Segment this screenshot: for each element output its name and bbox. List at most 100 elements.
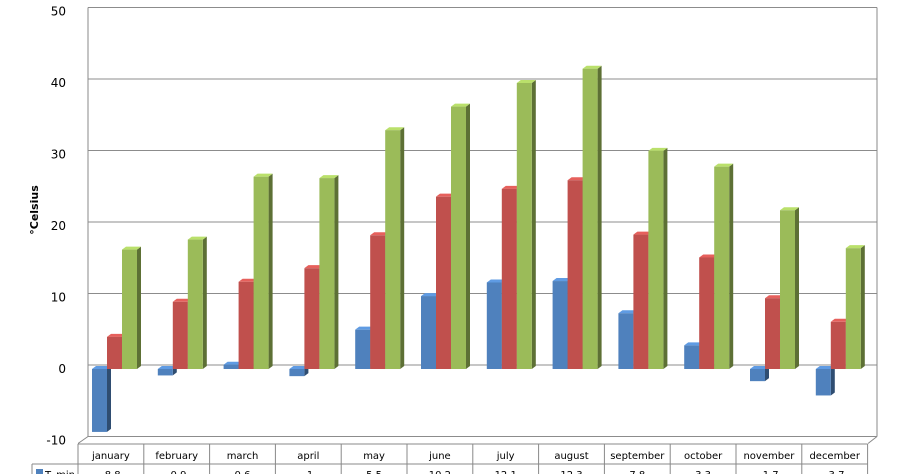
bar-top [92, 366, 111, 369]
bar-front [699, 257, 715, 369]
bar-front [633, 234, 649, 369]
y-tick-label: 50 [51, 5, 66, 19]
y-tick-label: 40 [51, 76, 66, 90]
bar [253, 173, 273, 369]
bar-front [187, 239, 203, 369]
bar-front [618, 313, 634, 369]
category-label: october [684, 451, 723, 462]
bar-front [552, 281, 568, 369]
bar-top [289, 366, 309, 369]
bar-top [648, 147, 668, 151]
table-cell: 0.6 [235, 470, 251, 474]
table-cell: 10.2 [429, 470, 451, 474]
bar [187, 236, 207, 369]
bar [319, 175, 339, 369]
bar-top [187, 236, 207, 240]
category-label: september [610, 451, 665, 462]
bar-front [385, 130, 401, 369]
bar-top [699, 254, 719, 258]
bar-side [860, 245, 865, 369]
bar-top [780, 207, 799, 211]
bar-side [334, 175, 339, 369]
table-cell: 5.5 [366, 470, 382, 474]
bar-top [750, 366, 769, 369]
bar-front [304, 268, 320, 369]
bar [845, 245, 865, 369]
bar-side [268, 173, 273, 369]
bar-side [729, 163, 734, 369]
bar-front [501, 188, 517, 369]
category-label: march [227, 451, 259, 462]
category-label: may [363, 451, 385, 462]
bar-front [157, 369, 173, 376]
bars [92, 65, 865, 432]
bar-front [355, 329, 371, 369]
bar-top [765, 295, 784, 299]
bar [516, 80, 536, 369]
bar-front [516, 83, 532, 369]
bar-front [370, 235, 386, 369]
bar-front [845, 248, 861, 369]
bar [815, 366, 835, 396]
bar-side [830, 366, 835, 396]
bar-front [830, 321, 846, 369]
bar-top [552, 278, 572, 282]
y-tick-label: 30 [51, 148, 66, 162]
category-label: december [809, 451, 860, 462]
bar [582, 65, 602, 369]
bar [122, 246, 141, 369]
bar-top [516, 80, 536, 83]
bar-top [385, 127, 405, 131]
table-cell: 7.8 [629, 470, 645, 474]
bar-top [319, 175, 339, 179]
bar-front [107, 336, 122, 369]
bar-top [830, 318, 850, 322]
bar-front [289, 369, 305, 377]
bar [385, 127, 405, 369]
floor-edge [77, 436, 89, 444]
bar-top [486, 279, 506, 283]
bar-front [815, 369, 831, 396]
bar-side [107, 366, 111, 432]
bar-side [597, 65, 602, 369]
bar-front [421, 296, 436, 369]
category-label: january [91, 451, 130, 462]
bar-top [436, 193, 455, 197]
bar-front [684, 345, 700, 369]
bar-top [845, 245, 865, 249]
table-cell: 12.1 [495, 470, 517, 474]
table-cell: 3.3 [695, 470, 711, 474]
bar-front [486, 282, 502, 369]
bar-top [451, 103, 470, 107]
category-label: april [297, 451, 319, 462]
bar-side [400, 127, 405, 369]
category-label: june [428, 451, 451, 462]
category-label: july [496, 451, 515, 462]
bar [92, 366, 111, 432]
bar-top [421, 293, 440, 297]
bar-front [172, 301, 188, 369]
bar-top [633, 231, 653, 235]
bar-top [223, 361, 243, 365]
bar-top [684, 342, 704, 346]
bar-side [663, 147, 668, 369]
bar-front [92, 369, 107, 432]
bar-side [795, 207, 799, 369]
bar-front [750, 369, 765, 382]
bar-front [319, 178, 335, 369]
table-cell: -1.7 [759, 470, 779, 474]
category-label: august [554, 451, 588, 462]
floor-edge-right [867, 436, 878, 444]
legend-label: T_min [44, 470, 75, 474]
bar-top [582, 65, 602, 69]
table-cell: -1 [303, 470, 313, 474]
bar-top [714, 163, 734, 167]
category-label: february [155, 451, 198, 462]
table-cell: 12.3 [560, 470, 582, 474]
bar-side [531, 80, 536, 369]
y-tick-label: 20 [51, 219, 66, 233]
bar-front [765, 298, 780, 369]
table-cell: -0.9 [167, 470, 187, 474]
grid: -10 0 10 20 30 40 50 [46, 5, 878, 448]
y-tick-label: 0 [58, 362, 66, 376]
